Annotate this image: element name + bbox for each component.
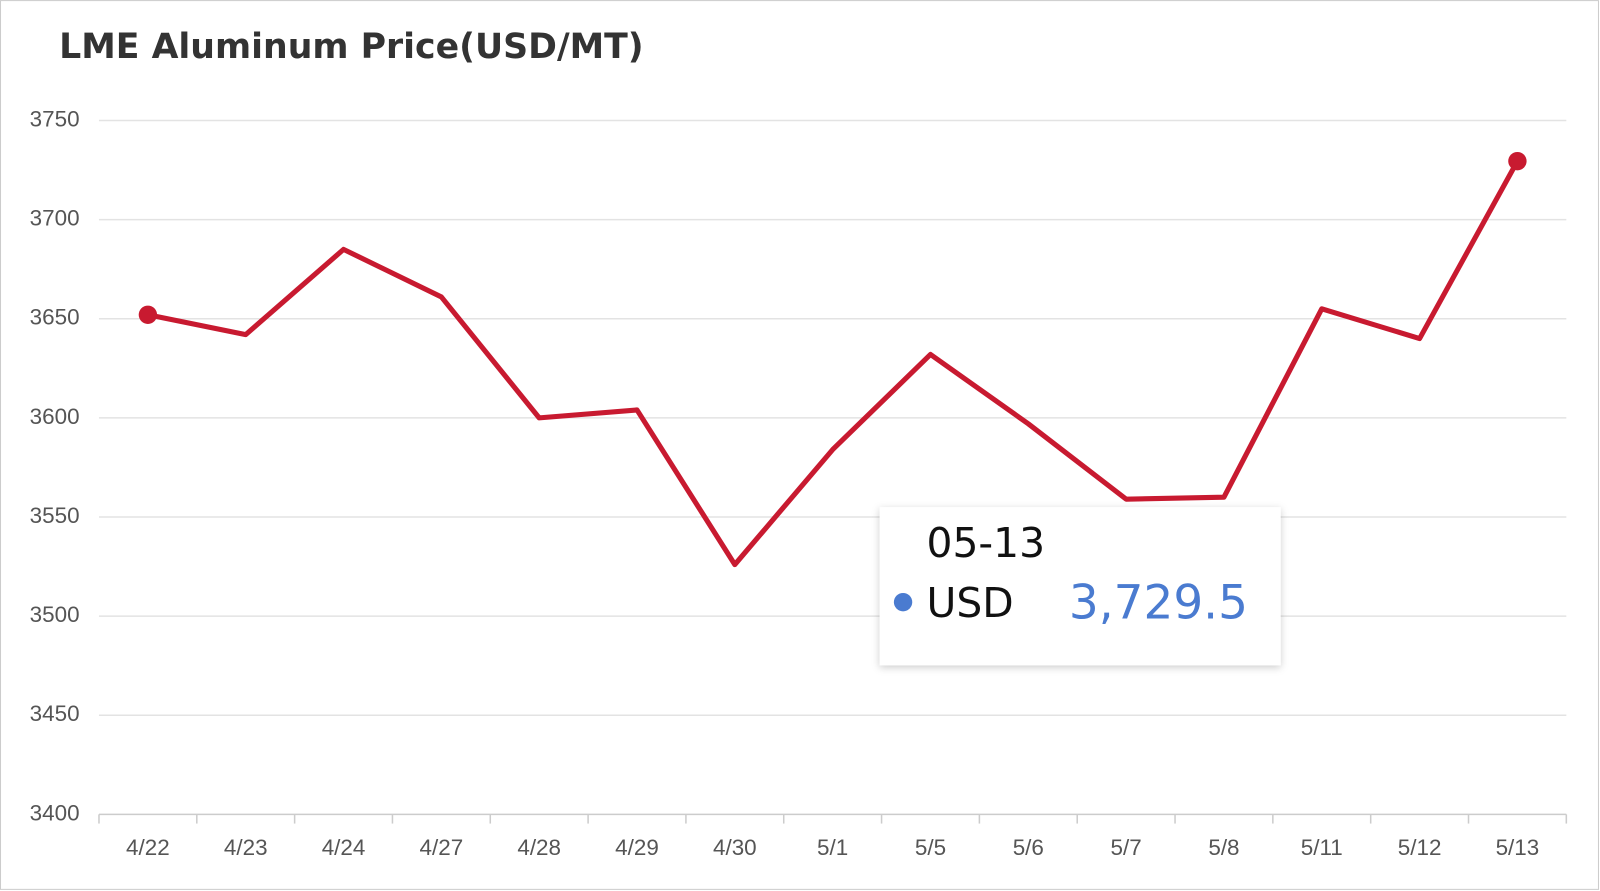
x-tick-label: 4/24	[322, 835, 366, 860]
line	[147, 159, 1520, 568]
y-tick-label: 3700	[30, 206, 80, 231]
tooltip-series: USD	[927, 579, 1014, 627]
x-tick-label: 4/28	[517, 835, 561, 860]
x-tick-label: 5/12	[1398, 835, 1442, 860]
plot: 3400 3450 3500 3550 3600 3650 3700 3750 4/22 4/23…	[30, 106, 1568, 860]
x-tick-label: 4/29	[615, 835, 659, 860]
chart-title: LME Aluminum Price(USD/MT)	[59, 27, 643, 67]
y-tick-label: 3650	[30, 305, 80, 330]
x-tick-label: 4/22	[126, 835, 170, 860]
y-tick-label: 3750	[30, 106, 80, 131]
x-tick-label: 5/5	[915, 835, 946, 860]
y-tick-label: 3550	[30, 503, 80, 528]
x-tick-label: 5/11	[1301, 835, 1343, 860]
x-tick-label: 4/27	[420, 835, 464, 860]
y-tick-label: 3500	[30, 602, 80, 627]
x-tick-label: 4/23	[224, 835, 268, 860]
x-tick-label: 5/13	[1496, 835, 1540, 860]
tooltip: 05-13 USD 3,729.5	[879, 507, 1281, 666]
x-tick-label: 5/1	[817, 835, 848, 860]
tooltip-box	[879, 507, 1281, 666]
x-tick-label: 5/7	[1111, 835, 1142, 860]
point	[1508, 151, 1527, 171]
y-tick-label: 3400	[30, 800, 80, 825]
x-tick-label: 4/30	[713, 835, 757, 860]
tooltip-value: 3,729.5	[1069, 576, 1248, 631]
y-tick-label: 3600	[30, 404, 80, 429]
tooltip-title: 05-13	[927, 519, 1046, 567]
y-tick-label: 3450	[30, 701, 80, 726]
x-tick-label: 5/8	[1208, 835, 1239, 860]
x-tick-label: 5/6	[1013, 835, 1044, 860]
tooltip-dot	[893, 592, 913, 612]
point	[138, 305, 158, 324]
